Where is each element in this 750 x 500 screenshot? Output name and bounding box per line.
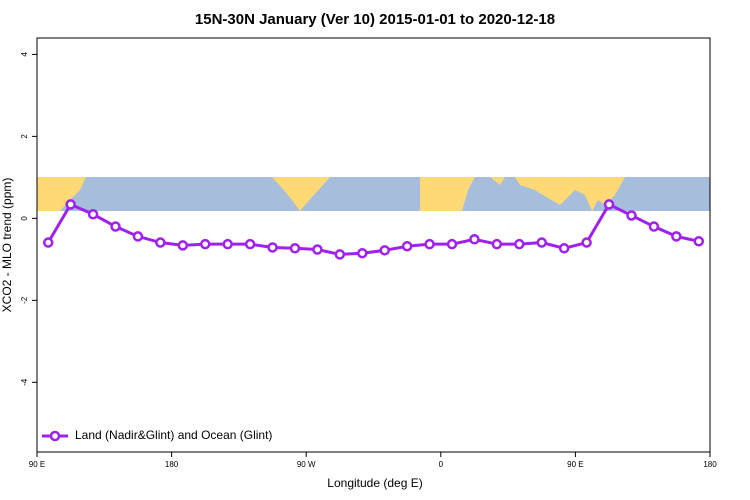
- map-strip: [37, 177, 710, 211]
- x-tick-label: 0: [439, 460, 444, 469]
- point: [65, 199, 76, 210]
- point: [312, 244, 323, 255]
- point: [558, 243, 570, 254]
- point: [177, 240, 189, 251]
- y-tick-label: 2: [20, 134, 29, 139]
- point: [87, 209, 99, 220]
- point: [222, 238, 233, 250]
- point: [42, 237, 54, 248]
- point: [110, 221, 121, 232]
- point: [200, 238, 211, 250]
- point: [446, 238, 458, 250]
- point: [379, 245, 390, 256]
- point: [401, 240, 413, 252]
- series-line: [46, 202, 700, 256]
- point: [289, 243, 301, 254]
- point: [603, 199, 615, 210]
- point: [648, 221, 660, 232]
- point: [626, 210, 637, 221]
- point: [514, 238, 525, 250]
- point: [357, 247, 368, 259]
- point: [491, 238, 503, 250]
- legend-marker: [49, 430, 61, 442]
- point: [536, 237, 547, 248]
- point: [581, 237, 592, 248]
- y-tick-label: -4: [20, 378, 29, 386]
- point: [132, 231, 144, 242]
- plot-frame: [36, 37, 711, 453]
- x-tick-label: 180: [703, 460, 717, 469]
- y-tick-label: 0: [20, 216, 29, 221]
- x-tick-label: 90 W: [297, 460, 316, 469]
- point: [469, 234, 480, 245]
- point: [424, 238, 435, 250]
- point: [693, 236, 705, 247]
- point: [334, 249, 346, 260]
- y-tick-label: 4: [20, 52, 29, 57]
- x-tick-label: 180: [165, 460, 179, 469]
- legend-label: Land (Nadir&Glint) and Ocean (Glint): [75, 428, 272, 442]
- point: [155, 237, 166, 248]
- y-tick-label: -2: [20, 296, 29, 304]
- point: [671, 231, 682, 242]
- chart-title: 15N-30N January (Ver 10) 2015-01-01 to 2…: [195, 11, 555, 28]
- x-tick-label: 90 E: [567, 460, 583, 469]
- x-tick-label: 90 E: [29, 460, 45, 469]
- point: [267, 242, 278, 253]
- y-axis-label: XCO2 - MLO trend (ppm): [0, 178, 14, 313]
- x-axis-label: Longitude (deg E): [327, 476, 422, 490]
- point: [244, 238, 256, 250]
